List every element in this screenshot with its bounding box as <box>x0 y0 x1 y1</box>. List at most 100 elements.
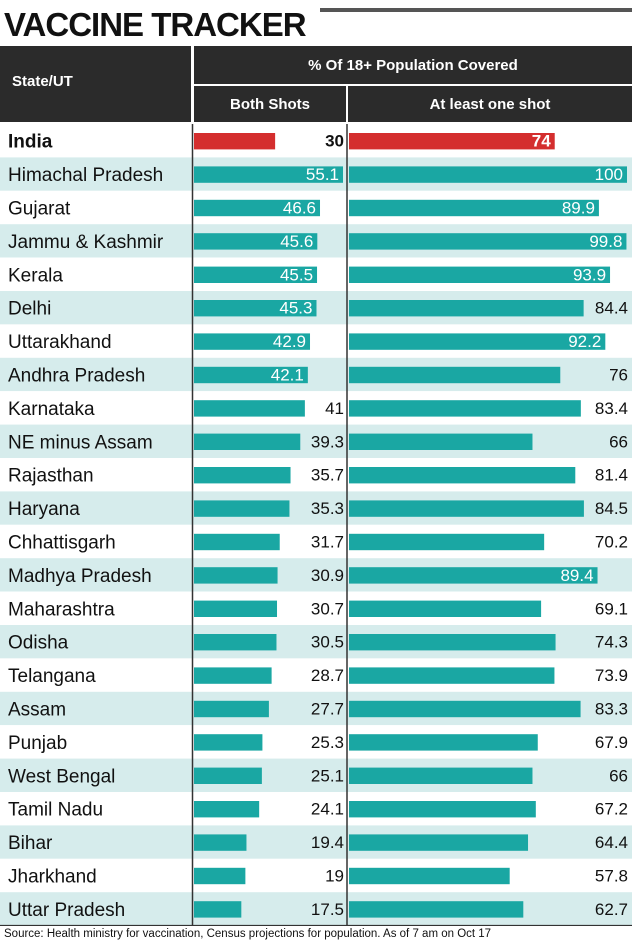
data-label-both: 25.3 <box>311 733 344 752</box>
column-header-one-shot: At least one shot <box>348 86 632 122</box>
data-label-both: 30.9 <box>311 566 344 585</box>
row-label: Gujarat <box>8 199 71 220</box>
data-label-both: 19.4 <box>311 833 344 852</box>
data-label-one: 64.4 <box>595 833 628 852</box>
bar-one <box>349 333 606 350</box>
bar-both <box>194 567 278 584</box>
bar-one <box>349 500 584 517</box>
bar-both <box>194 400 305 417</box>
row-label: West Bengal <box>8 766 115 787</box>
bar-both <box>194 600 278 617</box>
data-label-both: 35.3 <box>311 499 344 518</box>
data-label-both: 25.1 <box>311 766 344 785</box>
data-label-one: 93.9 <box>573 265 606 284</box>
data-label-one: 83.3 <box>595 700 628 719</box>
bar-one <box>349 901 524 918</box>
row-label: Madhya Pradesh <box>8 566 152 587</box>
row-label: Jammu & Kashmir <box>8 232 164 253</box>
data-label-both: 27.7 <box>311 700 344 719</box>
bar-both <box>194 801 260 818</box>
bar-one <box>349 834 529 851</box>
bar-one <box>349 133 555 150</box>
bar-both <box>194 300 317 317</box>
data-label-both: 45.5 <box>280 265 313 284</box>
data-label-both: 42.1 <box>271 366 304 385</box>
bar-one <box>349 767 533 784</box>
data-label-both: 24.1 <box>311 800 344 819</box>
chart-title: VACCINE TRACKER <box>4 6 307 43</box>
bar-one <box>349 266 611 283</box>
data-label-one: 83.4 <box>595 399 628 418</box>
bar-both <box>194 233 318 250</box>
row-label: NE minus Assam <box>8 432 153 453</box>
bar-one <box>349 600 542 617</box>
row-label: India <box>8 132 53 153</box>
bar-one <box>349 300 584 317</box>
column-header-state: State/UT <box>0 46 191 122</box>
bar-both <box>194 634 277 651</box>
data-label-both: 35.7 <box>311 466 344 485</box>
row-label: Telangana <box>8 666 96 687</box>
bar-one <box>349 233 627 250</box>
row-label: Assam <box>8 700 66 721</box>
data-label-one: 57.8 <box>595 867 628 886</box>
bar-both <box>194 867 246 885</box>
bar-both <box>194 467 291 484</box>
bar-both <box>194 901 242 918</box>
row-label: Punjab <box>8 733 67 754</box>
data-label-one: 89.4 <box>560 566 593 585</box>
data-label-one: 67.2 <box>595 800 628 819</box>
table-row <box>0 858 632 893</box>
data-label-one: 89.9 <box>562 199 595 218</box>
bar-both <box>194 166 343 183</box>
column-header-state-label: State/UT <box>12 72 73 90</box>
data-label-one: 69.1 <box>595 599 628 618</box>
row-label: Rajasthan <box>8 466 94 487</box>
bar-one <box>349 734 538 751</box>
row-label: Jharkhand <box>8 867 97 888</box>
data-label-one: 76 <box>609 366 628 385</box>
row-label: Uttar Pradesh <box>8 900 125 921</box>
data-label-one: 100 <box>595 165 623 184</box>
bar-one <box>349 567 598 584</box>
data-label-both: 45.6 <box>280 232 313 251</box>
bar-one <box>349 433 533 450</box>
column-header-both-shots: Both Shots <box>194 86 346 122</box>
row-label: Uttarakhand <box>8 332 112 353</box>
data-label-one: 81.4 <box>595 466 628 485</box>
data-label-both: 17.5 <box>311 900 344 919</box>
bar-one <box>349 199 599 217</box>
row-label: Bihar <box>8 833 53 854</box>
row-label: Himachal Pradesh <box>8 165 163 186</box>
bar-both <box>194 266 318 283</box>
bar-one <box>349 166 627 183</box>
bar-one <box>349 634 556 651</box>
bar-one <box>349 801 536 818</box>
bar-one <box>349 467 576 484</box>
bar-both <box>194 366 308 384</box>
data-label-one: 62.7 <box>595 900 628 919</box>
bar-both <box>194 533 280 551</box>
table-row <box>0 892 632 926</box>
row-label: Kerala <box>8 265 63 286</box>
data-label-one: 84.5 <box>595 499 628 518</box>
bar-both <box>194 199 321 217</box>
bar-table-chart: India 30 74 Himachal Pradesh 55.1 100 Gujarat 4… <box>0 124 632 926</box>
data-label-both: 41 <box>325 399 344 418</box>
row-label: Andhra Pradesh <box>8 366 145 387</box>
data-label-one: 74 <box>532 132 551 151</box>
source-note: Source: Health ministry for vaccination,… <box>4 928 492 940</box>
column-header-group: % Of 18+ Population Covered <box>194 46 632 84</box>
bar-one <box>349 400 581 417</box>
data-label-one: 84.4 <box>595 299 628 318</box>
row-label: Delhi <box>8 299 51 320</box>
row-label: Maharashtra <box>8 599 115 620</box>
row-label: Odisha <box>8 633 69 654</box>
bar-both <box>194 667 272 684</box>
column-header-group-label: % Of 18+ Population Covered <box>308 56 518 74</box>
data-label-both: 28.7 <box>311 666 344 685</box>
bar-one <box>349 667 555 684</box>
column-header-both-shots-label: Both Shots <box>230 95 310 113</box>
bar-one <box>349 867 510 885</box>
title-rule <box>320 8 632 12</box>
